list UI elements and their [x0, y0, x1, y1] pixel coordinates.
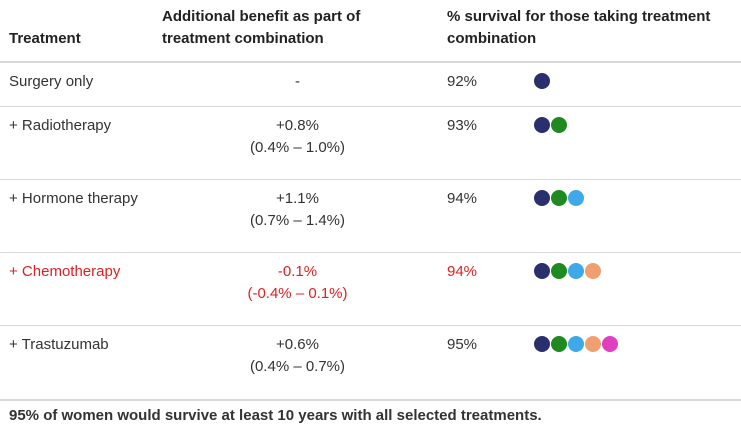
header-benefit: Additional benefit as part of treatment … [162, 8, 361, 47]
table-row-radiotherapy: + Radiotherapy +0.8% (0.4% – 1.0%) 93% [0, 107, 741, 180]
survival-dots [534, 336, 619, 352]
row-treatment-name: + Hormone therapy [9, 190, 138, 207]
benefit-range: (0.4% – 0.7%) [249, 358, 346, 375]
row-benefit: -0.1% (-0.4% – 0.1%) [190, 261, 405, 305]
benefit-value: - [295, 73, 300, 90]
treatment-dot [568, 336, 584, 352]
table-row-hormone-therapy: + Hormone therapy +1.1% (0.7% – 1.4%) 94… [0, 180, 741, 253]
treatment-dot [551, 117, 567, 133]
survival-dots [534, 190, 585, 206]
treatment-dot [602, 336, 618, 352]
benefit-value: +0.6% [276, 336, 319, 353]
header-treatment: Treatment [9, 30, 81, 47]
row-survival: 92% [447, 73, 478, 90]
row-treatment-name: + Trastuzumab [9, 336, 109, 353]
treatment-dot [534, 336, 550, 352]
benefit-range: (0.7% – 1.4%) [249, 212, 346, 229]
treatment-dot [585, 263, 601, 279]
survival-dots [534, 117, 568, 133]
table-row-surgery: Surgery only - 92% [0, 63, 741, 107]
row-benefit: +0.6% (0.4% – 0.7%) [190, 334, 405, 378]
treatment-dot [534, 263, 550, 279]
row-survival: 95% [447, 336, 478, 353]
summary-text: 95% of women would survive at least 10 y… [9, 407, 542, 424]
treatment-dot [568, 190, 584, 206]
treatment-dot [534, 117, 550, 133]
treatment-dot [551, 263, 567, 279]
treatment-dot [568, 263, 584, 279]
survival-dots [534, 263, 602, 279]
header-survival: % survival for those taking treatment co… [447, 8, 711, 47]
row-treatment-name: + Radiotherapy [9, 117, 112, 134]
table-row-chemotherapy: + Chemotherapy -0.1% (-0.4% – 0.1%) 94% [0, 253, 741, 326]
row-treatment-name: Surgery only [9, 73, 94, 90]
row-survival: 94% [447, 263, 478, 280]
row-benefit: - [190, 71, 405, 93]
benefit-value: +1.1% [276, 190, 319, 207]
row-treatment-name: + Chemotherapy [9, 263, 121, 280]
benefit-value: -0.1% [277, 263, 318, 280]
row-survival: 93% [447, 117, 478, 134]
treatment-dot [534, 190, 550, 206]
table-row-trastuzumab: + Trastuzumab +0.6% (0.4% – 0.7%) 95% [0, 326, 741, 401]
benefit-range: (0.4% – 1.0%) [249, 139, 346, 156]
benefit-range: (-0.4% – 0.1%) [247, 285, 348, 302]
treatment-dot [551, 190, 567, 206]
treatment-dot [585, 336, 601, 352]
row-survival: 94% [447, 190, 478, 207]
benefit-value: +0.8% [276, 117, 319, 134]
treatment-dot [551, 336, 567, 352]
row-benefit: +0.8% (0.4% – 1.0%) [190, 115, 405, 159]
treatment-table: Treatment Additional benefit as part of … [0, 0, 741, 401]
survival-dots [534, 73, 551, 89]
row-benefit: +1.1% (0.7% – 1.4%) [190, 188, 405, 232]
treatment-dot [534, 73, 550, 89]
table-header: Treatment Additional benefit as part of … [0, 0, 741, 63]
